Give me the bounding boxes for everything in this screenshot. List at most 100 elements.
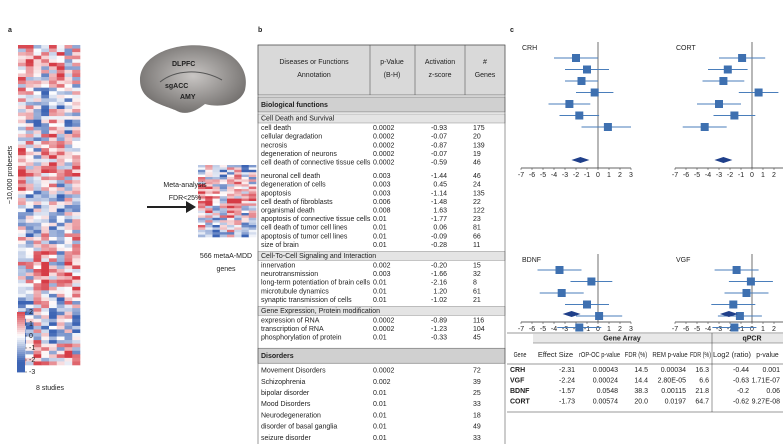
heatmap-cell (25, 205, 34, 209)
heatmap-cell (18, 269, 27, 273)
heatmap-cell (18, 208, 27, 213)
heatmap-cell (64, 233, 73, 238)
heatmap-cell (56, 101, 65, 106)
heatmap-cell (72, 336, 81, 341)
heatmap-cell (25, 315, 34, 320)
heatmap-cell (198, 172, 206, 175)
heatmap-cell (49, 333, 58, 337)
heatmap-cell (18, 251, 27, 256)
heatmap-cell (18, 94, 27, 99)
heatmap-cell (64, 80, 73, 85)
heatmap-cell (18, 62, 27, 67)
heatmap-cell (25, 290, 34, 295)
heatmap-cell (64, 219, 73, 224)
x-tick-label: 2 (772, 326, 776, 333)
heatmap-cell (25, 265, 34, 270)
cell: 6.6 (699, 377, 709, 384)
effect-square (742, 289, 751, 297)
heatmap-cell (64, 109, 73, 113)
heatmap-cell (33, 276, 42, 280)
heatmap-cell (49, 251, 58, 256)
heatmap-cell (198, 196, 206, 199)
heatmap-cell (64, 265, 73, 270)
heatmap-cell (18, 158, 27, 163)
cell-genes: 49 (473, 424, 481, 431)
heatmap-cell (56, 176, 65, 181)
heatmap-cell (41, 308, 50, 312)
heatmap-cell (205, 189, 213, 192)
heatmap-cell (212, 189, 221, 192)
cell-name: disorder of basal ganglia (261, 424, 337, 431)
colorbar-cell (17, 336, 25, 339)
heatmap-cell (25, 183, 34, 188)
heatmap-cell (41, 233, 50, 238)
heatmap-cell (72, 126, 81, 131)
heatmap-cell (18, 141, 27, 145)
cell-p: 0.01 (373, 280, 387, 287)
heatmap-cell (241, 225, 250, 228)
colorbar-cell (17, 350, 25, 353)
x-tick-label: 2 (618, 326, 622, 333)
heatmap-cell (219, 177, 228, 180)
heatmap-cell (18, 187, 27, 192)
heatmap-cell (41, 315, 50, 320)
section-bg (257, 347, 506, 364)
heatmap-cell (227, 210, 235, 214)
colorbar-cell (17, 368, 25, 371)
colorbar-cell (17, 322, 25, 325)
cell-genes: 8 (473, 280, 477, 287)
heatmap-cell (72, 87, 81, 92)
heatmap-cell (198, 215, 206, 219)
heatmap-cell (234, 213, 242, 216)
heatmap-cell (33, 45, 42, 49)
heatmap-cell (33, 333, 42, 337)
heatmap-cell (33, 361, 42, 366)
heatmap-cell (219, 196, 228, 199)
heatmap-cell (227, 196, 235, 199)
cell: -2.31 (559, 367, 575, 374)
summary-diamond (562, 311, 581, 317)
heatmap-cell (198, 234, 206, 238)
heatmap-cell (41, 329, 50, 334)
heatmap-cell (56, 91, 65, 96)
heatmap-cell (18, 215, 27, 220)
heatmap-cell (25, 62, 34, 67)
heatmap-cell (56, 357, 65, 362)
heatmap-cell (205, 220, 213, 223)
heatmap-cell (25, 283, 34, 288)
heatmap-cell (56, 205, 65, 209)
heatmap-cell (18, 126, 27, 131)
heatmap-cell (41, 162, 50, 167)
heatmap-cell (18, 180, 27, 184)
heatmap-cell (18, 258, 27, 263)
colorbar-cell (17, 360, 25, 363)
colorbar-cell (17, 332, 25, 335)
heatmap-cell (219, 203, 228, 207)
heatmap-cell (241, 193, 250, 197)
heatmap-cell (64, 148, 73, 152)
heatmap-cell (64, 361, 73, 366)
heatmap-cell (41, 101, 50, 106)
cell-name: microtubule dynamics (261, 288, 329, 295)
effect-square (603, 123, 612, 131)
effect-square (587, 277, 596, 286)
heatmap-cell (198, 210, 206, 214)
heatmap-cell (49, 119, 58, 124)
cell-genes: 33 (473, 435, 481, 442)
cell-genes: 81 (473, 225, 481, 232)
heatmap-cell (72, 80, 81, 85)
group-title: Cell Death and Survival (261, 116, 335, 123)
heatmap-cell (41, 205, 50, 209)
cell-p: 0.0002 (373, 318, 395, 325)
heatmap-cell (49, 329, 58, 334)
cell-z: -1.14 (431, 190, 447, 197)
heatmap-cell (234, 181, 242, 185)
heatmap-cell (49, 105, 58, 110)
heatmap-cell (25, 219, 34, 224)
column-header: Log2 (ratio) (713, 352, 751, 359)
heatmap-cell (18, 173, 27, 177)
heatmap-cell (33, 87, 42, 92)
cell: 14.5 (634, 367, 648, 374)
heatmap-cell (25, 190, 34, 195)
heatmap-cell (205, 229, 213, 233)
